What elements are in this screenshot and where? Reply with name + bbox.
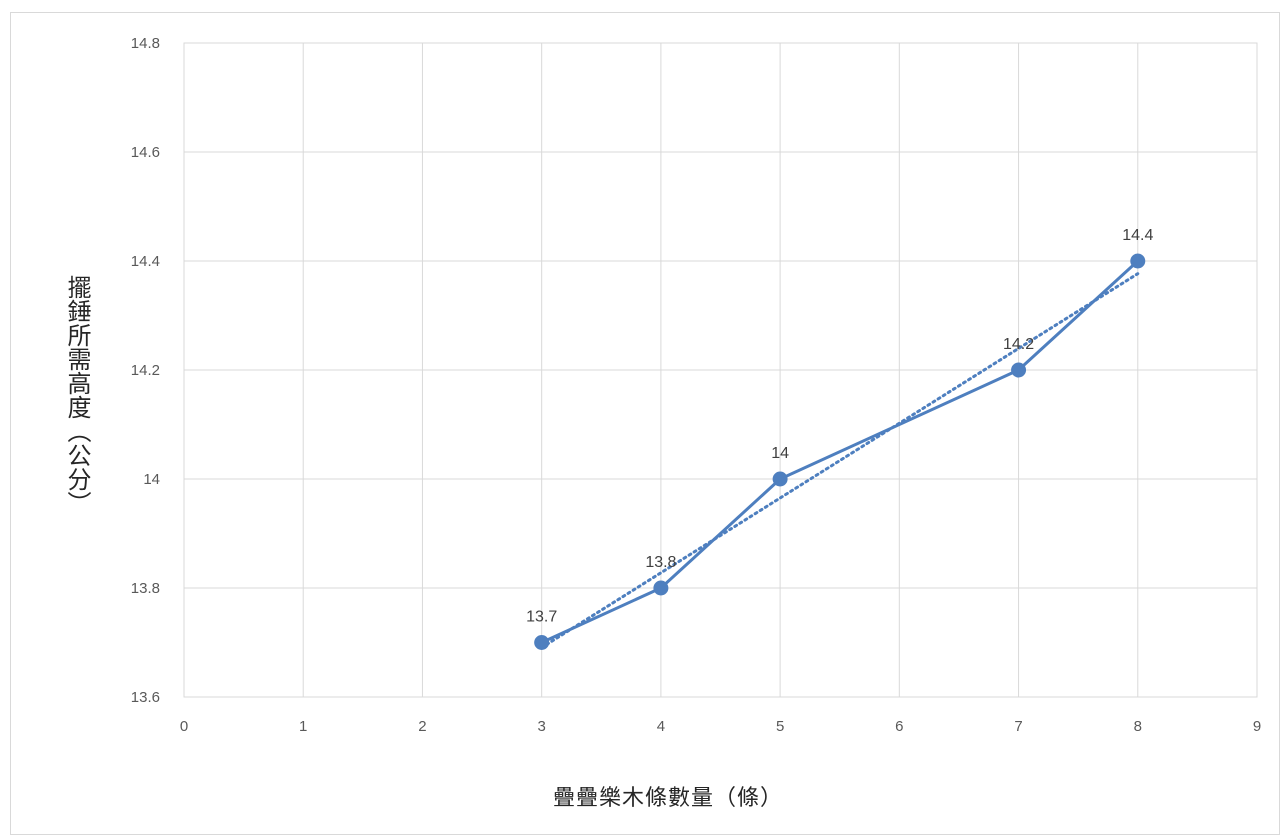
x-tick-label: 3	[537, 718, 545, 735]
x-tick-label: 0	[180, 718, 188, 735]
data-label: 14.2	[1003, 336, 1034, 353]
data-point	[1130, 253, 1146, 269]
chart-frame	[10, 12, 1280, 835]
x-tick-label: 4	[657, 718, 665, 735]
y-tick-label: 13.6	[131, 689, 160, 706]
x-tick-label: 6	[895, 718, 903, 735]
data-point	[534, 635, 550, 650]
data-label: 14.4	[1122, 227, 1153, 244]
data-point	[772, 471, 788, 487]
y-tick-label: 14.2	[131, 362, 160, 379]
x-tick-label: 8	[1134, 718, 1142, 735]
data-label: 13.7	[526, 609, 557, 626]
y-tick-label: 14.6	[131, 144, 160, 161]
y-tick-label: 14.8	[131, 35, 160, 52]
x-tick-label: 7	[1014, 718, 1022, 735]
trendline	[540, 272, 1140, 650]
x-axis-label: 疊疊樂木條數量（條）	[552, 786, 783, 811]
x-tick-label: 5	[776, 718, 784, 735]
data-label: 14	[771, 445, 789, 462]
y-tick-label: 14	[143, 471, 160, 488]
data-point	[1011, 362, 1027, 378]
x-tick-label: 9	[1253, 718, 1261, 735]
y-tick-label: 13.8	[131, 580, 160, 597]
y-tick-label: 14.4	[131, 253, 160, 270]
data-label: 13.8	[645, 554, 676, 571]
y-axis-label: 擺錘所需高度（公分）	[63, 275, 91, 515]
x-tick-label: 2	[418, 718, 426, 735]
series-line	[541, 259, 1139, 644]
data-point	[653, 580, 669, 596]
x-tick-label: 1	[299, 718, 307, 735]
